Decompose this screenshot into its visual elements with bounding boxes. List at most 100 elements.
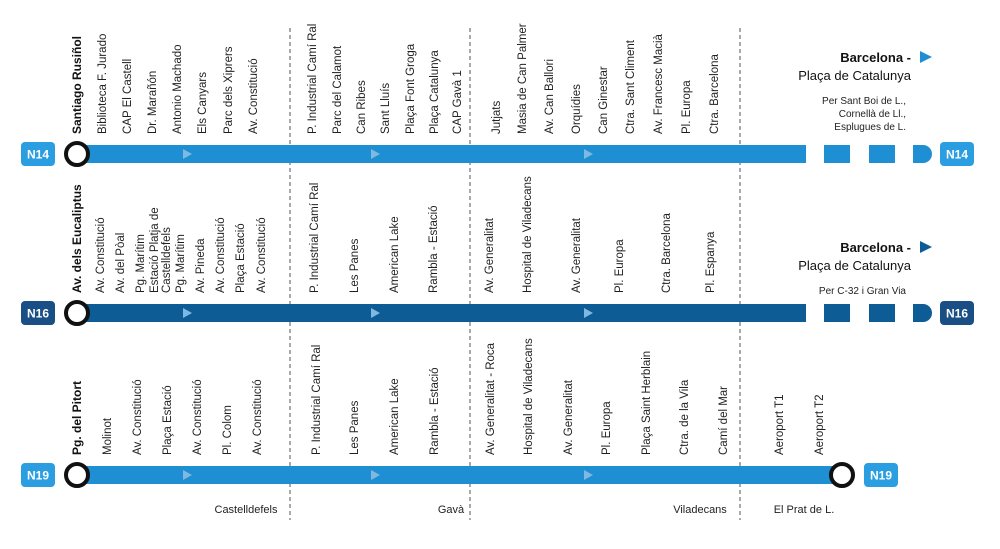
stop-label: Av. Constitució bbox=[132, 379, 144, 455]
route-bar-dash-end bbox=[913, 145, 932, 163]
badge-label: N14 bbox=[946, 148, 968, 162]
stop-label: Av. Constitució bbox=[192, 379, 204, 455]
origin-stop-label: Pg. del Pitort bbox=[70, 381, 84, 455]
terminal-circle-icon bbox=[64, 300, 90, 326]
stop-label: Ctra. Barcelona bbox=[709, 53, 721, 134]
destination-via-note: Per Sant Boi de L., bbox=[822, 96, 906, 107]
destination-arrow-icon bbox=[920, 241, 932, 253]
stop-label: Av. Generalitat - Roca bbox=[485, 342, 497, 455]
direction-arrow-icon bbox=[371, 470, 380, 480]
municipality-label: Castelldefels bbox=[215, 504, 278, 516]
stop-label: Av. del Pòal bbox=[115, 233, 127, 293]
stop-label: Pl. Europa bbox=[614, 239, 626, 293]
destination-subtitle: Plaça de Catalunya bbox=[798, 68, 912, 83]
stop-label: Dr. Marañón bbox=[147, 71, 159, 134]
stop-label: Estació Platja deCastelldefels bbox=[149, 207, 173, 293]
stop-label: Av. Generalitat bbox=[571, 217, 583, 293]
stop-label: Ctra. Barcelona bbox=[661, 212, 673, 293]
stop-label: Parc del Calamot bbox=[332, 45, 344, 134]
route-bar bbox=[77, 466, 842, 484]
line-badge-left[interactable]: N19 bbox=[21, 463, 55, 487]
stop-label: Antonio Machado bbox=[172, 44, 184, 134]
line-badge-left[interactable]: N14 bbox=[21, 142, 55, 166]
terminal-circle-icon bbox=[829, 462, 855, 488]
stop-label: Pg. Marítim bbox=[175, 234, 187, 293]
stop-label: Ctra. Sant Climent bbox=[625, 39, 637, 134]
stop-label: Rambla - Estació bbox=[428, 205, 440, 293]
route-bar-dash-end bbox=[913, 304, 932, 322]
badge-label: N19 bbox=[870, 469, 892, 483]
stop-label: Av. Constitució bbox=[252, 379, 264, 455]
badge-label: N16 bbox=[27, 307, 49, 321]
line-badge-left[interactable]: N16 bbox=[21, 301, 55, 325]
direction-arrow-icon bbox=[584, 149, 593, 159]
stop-label: CAP Gavà 1 bbox=[452, 70, 464, 134]
stop-label: P. Industrial Camí Ral bbox=[311, 345, 323, 455]
direction-arrow-icon bbox=[371, 308, 380, 318]
stop-label: Hospital de Viladecans bbox=[523, 338, 535, 455]
badge-background bbox=[21, 463, 55, 487]
stop-label: Biblioteca F. Jurado bbox=[97, 34, 109, 134]
stop-label: P. Industrial Camí Ral bbox=[307, 24, 319, 134]
line-badge-right[interactable]: N14 bbox=[940, 142, 974, 166]
direction-arrow-icon bbox=[584, 470, 593, 480]
stop-label: Rambla - Estació bbox=[429, 367, 441, 455]
route-lines: N14 N14 Santiago Rusiñol Biblioteca F. Jura… bbox=[21, 23, 974, 488]
stop-label: Ctra. de la Vila bbox=[679, 379, 691, 455]
stop-label: Av. Pineda bbox=[195, 238, 207, 293]
stop-label: Parc dels Xiprers bbox=[223, 46, 235, 134]
direction-arrow-icon bbox=[371, 149, 380, 159]
stop-label: Av. Constitució bbox=[248, 58, 260, 134]
destination-arrow-icon bbox=[920, 51, 932, 63]
stop-label: Can Ginestar bbox=[598, 66, 610, 134]
stop-label: Av. Generalitat bbox=[484, 217, 496, 293]
stop-label: Pl. Europa bbox=[681, 80, 693, 134]
direction-arrow-icon bbox=[183, 470, 192, 480]
terminal-circle-icon bbox=[64, 462, 90, 488]
stop-label: Av. Generalitat bbox=[563, 379, 575, 455]
municipality-label: El Prat de L. bbox=[774, 504, 835, 516]
direction-arrow-icon bbox=[183, 308, 192, 318]
stop-label: Pl. Colom bbox=[222, 405, 234, 455]
badge-background bbox=[21, 301, 55, 325]
stop-label: Plaça Catalunya bbox=[429, 50, 441, 134]
origin-stop-label: Av. dels Eucaliptus bbox=[70, 184, 84, 293]
badge-background bbox=[940, 142, 974, 166]
route-bar-dash bbox=[824, 145, 850, 163]
destination-via-note: Cornellà de Ll., bbox=[839, 109, 906, 120]
stop-label: Jutjats bbox=[491, 101, 503, 134]
stop-label: Av. Constitució bbox=[256, 217, 268, 293]
route-bar-dash bbox=[824, 304, 850, 322]
stop-label: Orquídies bbox=[571, 84, 583, 134]
stop-label: Av. Can Ballori bbox=[544, 59, 556, 134]
stop-label: Molinot bbox=[102, 417, 114, 455]
stop-label: Av. Francesc Macià bbox=[653, 33, 665, 134]
route-n14: N14 N14 Santiago Rusiñol Biblioteca F. Jura… bbox=[21, 23, 974, 167]
stop-label: P. Industrial Camí Ral bbox=[309, 183, 321, 293]
destination-title: Barcelona - bbox=[840, 240, 911, 255]
stop-label: Av. Constitució bbox=[95, 217, 107, 293]
line-badge-right[interactable]: N16 bbox=[940, 301, 974, 325]
route-n16: N16 N16 Av. dels Eucaliptus Av. Constitució… bbox=[21, 176, 974, 326]
municipality-label: Viladecans bbox=[673, 504, 727, 516]
origin-stop-label: Santiago Rusiñol bbox=[70, 36, 84, 134]
stop-label: Plaça Saint Herblain bbox=[641, 351, 653, 455]
stop-label: American Lake bbox=[389, 378, 401, 455]
stop-label: Av. Constitució bbox=[215, 217, 227, 293]
stop-label: Les Panes bbox=[349, 238, 361, 293]
line-badge-right[interactable]: N19 bbox=[864, 463, 898, 487]
stop-label: Camí del Mar bbox=[718, 386, 730, 455]
destination-via-note: Esplugues de L. bbox=[834, 122, 906, 133]
destination-block: Barcelona - Plaça de Catalunya Per Sant Bo… bbox=[798, 50, 932, 133]
route-n19: N19 N19 Pg. del Pitort Molinot Av. Constituc… bbox=[21, 338, 898, 488]
stop-label: Els Canyars bbox=[197, 72, 209, 134]
badge-background bbox=[940, 301, 974, 325]
badge-label: N19 bbox=[27, 469, 49, 483]
destination-block: Barcelona - Plaça de Catalunya Per C-32 i … bbox=[798, 240, 932, 297]
terminal-circle-icon bbox=[64, 141, 90, 167]
route-bar-dash bbox=[869, 304, 895, 322]
municipality-separators bbox=[289, 28, 741, 520]
direction-arrow-icon bbox=[183, 149, 192, 159]
stop-label: Plaça Estació bbox=[235, 223, 247, 293]
